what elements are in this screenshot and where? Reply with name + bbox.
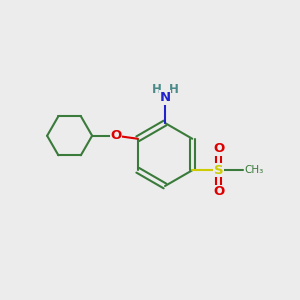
Text: H: H <box>169 82 178 96</box>
Text: H: H <box>152 82 161 96</box>
Text: O: O <box>213 142 224 155</box>
Text: CH₃: CH₃ <box>245 165 264 175</box>
Text: O: O <box>110 129 122 142</box>
Text: O: O <box>213 185 224 198</box>
Text: N: N <box>159 91 171 104</box>
Text: S: S <box>214 164 224 177</box>
